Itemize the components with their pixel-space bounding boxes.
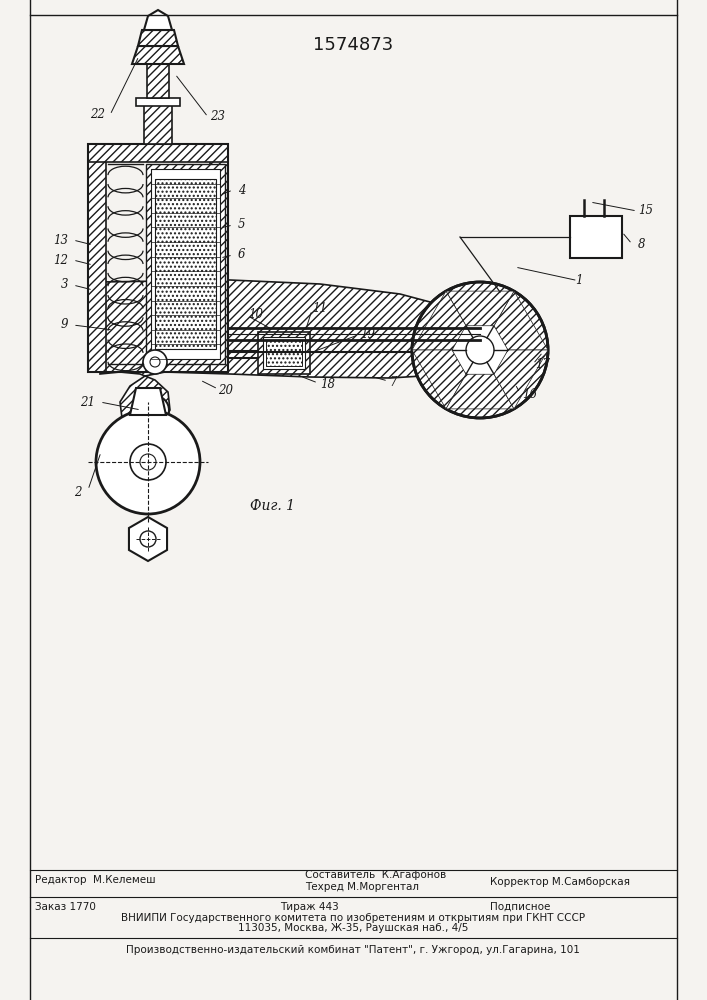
Polygon shape bbox=[88, 144, 106, 372]
Circle shape bbox=[148, 403, 162, 417]
Circle shape bbox=[140, 531, 156, 547]
Text: 7: 7 bbox=[390, 375, 397, 388]
Text: 2: 2 bbox=[74, 486, 82, 498]
Bar bbox=[570, 216, 622, 258]
Polygon shape bbox=[446, 291, 514, 326]
Circle shape bbox=[130, 444, 166, 480]
Circle shape bbox=[466, 336, 494, 364]
Bar bbox=[263, 337, 305, 369]
Bar bbox=[151, 169, 220, 359]
Text: Корректор М.Самборская: Корректор М.Самборская bbox=[490, 877, 630, 887]
Polygon shape bbox=[88, 144, 228, 162]
Polygon shape bbox=[147, 64, 169, 98]
Text: 3: 3 bbox=[61, 278, 68, 292]
Bar bbox=[88, 144, 228, 372]
Text: 22: 22 bbox=[90, 107, 105, 120]
Circle shape bbox=[412, 282, 548, 418]
Text: 5: 5 bbox=[238, 219, 245, 232]
Text: 12: 12 bbox=[53, 253, 68, 266]
Text: 11: 11 bbox=[312, 302, 327, 314]
Text: 13: 13 bbox=[53, 233, 68, 246]
Text: 10: 10 bbox=[248, 308, 263, 320]
Text: 6: 6 bbox=[238, 248, 245, 261]
Text: 19: 19 bbox=[360, 328, 375, 342]
Text: Подписное: Подписное bbox=[490, 902, 550, 912]
Polygon shape bbox=[144, 10, 172, 30]
Polygon shape bbox=[130, 388, 166, 415]
Text: 113035, Москва, Ж-35, Раушская наб., 4/5: 113035, Москва, Ж-35, Раушская наб., 4/5 bbox=[238, 923, 468, 933]
Polygon shape bbox=[138, 30, 178, 46]
Circle shape bbox=[452, 322, 508, 378]
Polygon shape bbox=[146, 164, 225, 364]
Circle shape bbox=[141, 396, 169, 424]
Circle shape bbox=[140, 454, 156, 470]
Polygon shape bbox=[210, 144, 228, 372]
Bar bbox=[136, 98, 180, 106]
Circle shape bbox=[143, 350, 167, 374]
Text: 20: 20 bbox=[218, 383, 233, 396]
Polygon shape bbox=[258, 332, 310, 374]
Text: Фиг. 1: Фиг. 1 bbox=[250, 499, 295, 513]
Text: Составитель  К.Агафонов: Составитель К.Агафонов bbox=[305, 870, 446, 880]
Text: Производственно-издательский комбинат "Патент", г. Ужгород, ул.Гагарина, 101: Производственно-издательский комбинат "П… bbox=[126, 945, 580, 955]
Text: 1: 1 bbox=[575, 273, 583, 286]
Text: 4: 4 bbox=[238, 184, 245, 196]
Polygon shape bbox=[100, 280, 472, 430]
Text: 23: 23 bbox=[210, 109, 225, 122]
Polygon shape bbox=[446, 374, 514, 409]
Text: 17: 17 bbox=[535, 359, 550, 371]
Text: 9: 9 bbox=[61, 318, 68, 332]
Text: Заказ 1770: Заказ 1770 bbox=[35, 902, 96, 912]
Polygon shape bbox=[494, 291, 548, 350]
Polygon shape bbox=[129, 517, 167, 561]
Polygon shape bbox=[266, 340, 302, 366]
Text: ВНИИПИ Государственного комитета по изобретениям и открытиям при ГКНТ СССР: ВНИИПИ Государственного комитета по изоб… bbox=[121, 913, 585, 923]
Text: 16: 16 bbox=[522, 387, 537, 400]
Polygon shape bbox=[412, 350, 466, 409]
Polygon shape bbox=[144, 102, 172, 144]
Text: 1574873: 1574873 bbox=[313, 36, 393, 54]
Text: 8: 8 bbox=[638, 237, 645, 250]
Text: Редактор  М.Келемеш: Редактор М.Келемеш bbox=[35, 875, 156, 885]
Text: 21: 21 bbox=[80, 395, 95, 408]
Text: 15: 15 bbox=[638, 204, 653, 217]
Polygon shape bbox=[494, 350, 548, 409]
Polygon shape bbox=[132, 46, 184, 64]
Text: Тираж 443: Тираж 443 bbox=[280, 902, 339, 912]
Polygon shape bbox=[412, 291, 466, 350]
Text: Техред М.Моргентал: Техред М.Моргентал bbox=[305, 882, 419, 892]
Polygon shape bbox=[155, 179, 216, 349]
Text: 18: 18 bbox=[320, 377, 335, 390]
Circle shape bbox=[150, 357, 160, 367]
Circle shape bbox=[96, 410, 200, 514]
